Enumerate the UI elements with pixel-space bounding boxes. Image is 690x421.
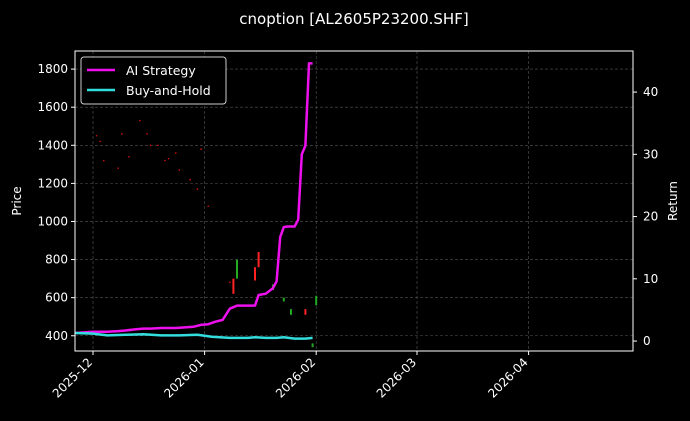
- price-point: [103, 159, 105, 162]
- candle: [232, 278, 235, 294]
- candle: [254, 267, 256, 281]
- legend-box: [80, 56, 227, 105]
- price-point: [157, 144, 159, 147]
- candle: [257, 251, 260, 268]
- price-point: [200, 148, 202, 150]
- price-point: [95, 134, 98, 137]
- y2-tick-label: 40: [643, 85, 658, 99]
- y2-axis-label: Return: [666, 181, 680, 221]
- y-tick-label: 1400: [37, 138, 68, 152]
- line-buy-and-hold: [74, 331, 313, 340]
- legend-label-buy-and-hold: Buy-and-Hold: [126, 83, 211, 98]
- return-lines: [74, 62, 313, 340]
- y-axis-label: Price: [10, 186, 24, 215]
- price-points: [95, 119, 231, 284]
- price-point: [189, 178, 191, 181]
- legend: AI Strategy Buy-and-Hold: [80, 56, 227, 105]
- y2-tick-label: 10: [643, 272, 658, 286]
- y-tick-label: 400: [45, 329, 68, 343]
- plot-frame: [74, 50, 634, 352]
- chart-title: cnoption [AL2605P23200.SHF]: [239, 10, 468, 28]
- y-axis-left: 400 600 800 1000 1200 1400 1600 1800: [37, 62, 75, 343]
- y2-tick-label: 30: [643, 147, 658, 161]
- price-point: [167, 157, 170, 160]
- price-point: [121, 133, 123, 135]
- price-point: [149, 144, 152, 147]
- y-axis-right: 0 10 20 30 40: [633, 85, 658, 348]
- candle: [290, 309, 292, 315]
- price-point: [229, 281, 231, 284]
- price-point: [128, 155, 130, 158]
- price-point: [99, 140, 101, 143]
- legend-label-ai-strategy: AI Strategy: [126, 63, 196, 78]
- price-point: [196, 188, 199, 190]
- y-tick-label: 600: [45, 291, 68, 305]
- price-point: [164, 159, 166, 162]
- y-tick-label: 800: [45, 253, 68, 267]
- candle: [282, 297, 285, 302]
- y-tick-label: 1200: [37, 176, 68, 190]
- y2-tick-label: 20: [643, 210, 658, 224]
- price-point: [207, 205, 209, 208]
- price-point: [178, 169, 181, 171]
- candle: [304, 309, 307, 315]
- price-point: [146, 133, 148, 135]
- price-point: [117, 167, 119, 169]
- y-tick-label: 1600: [37, 100, 68, 114]
- y-tick-label: 1800: [37, 62, 68, 76]
- candle: [236, 259, 238, 279]
- candle: [311, 343, 314, 348]
- y2-tick-label: 0: [643, 334, 651, 348]
- price-point: [175, 152, 177, 154]
- line-ai-strategy: [74, 62, 313, 335]
- candle: [315, 295, 318, 306]
- y-tick-label: 1000: [37, 214, 68, 228]
- price-point: [139, 119, 141, 122]
